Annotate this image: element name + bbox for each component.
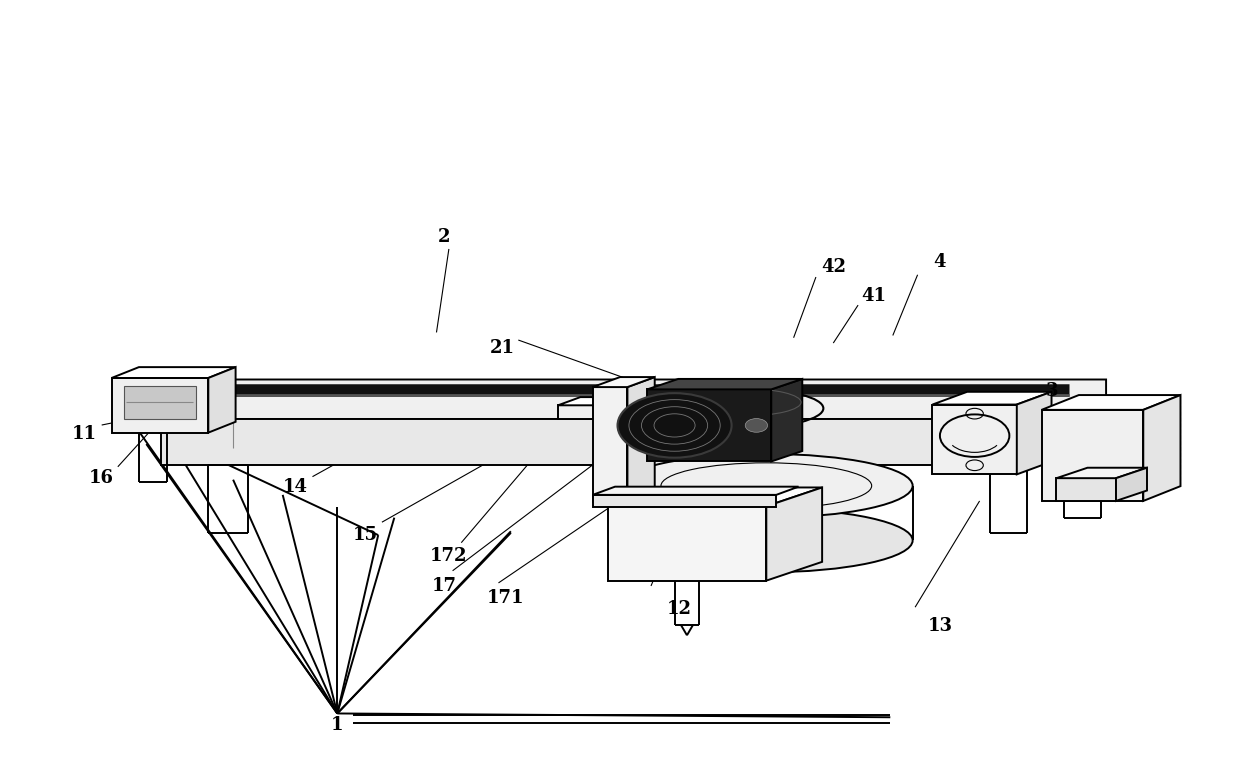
Polygon shape [1143, 395, 1180, 501]
Polygon shape [1056, 478, 1116, 501]
Text: 14: 14 [283, 478, 308, 496]
Polygon shape [593, 495, 776, 507]
Polygon shape [593, 377, 655, 387]
Polygon shape [766, 487, 822, 581]
Text: 16: 16 [89, 469, 114, 487]
Text: 171: 171 [487, 589, 525, 607]
Text: 11: 11 [72, 425, 97, 443]
Polygon shape [593, 487, 799, 495]
Text: 42: 42 [821, 258, 846, 276]
Polygon shape [932, 405, 1017, 474]
Polygon shape [1116, 468, 1147, 501]
Text: 41: 41 [862, 287, 887, 305]
Text: 3: 3 [1045, 382, 1058, 400]
Polygon shape [627, 377, 655, 502]
Circle shape [745, 418, 768, 432]
Polygon shape [608, 506, 766, 581]
Polygon shape [558, 405, 688, 419]
Polygon shape [161, 419, 1064, 465]
Polygon shape [1056, 468, 1147, 478]
Text: 172: 172 [430, 546, 467, 565]
Polygon shape [1017, 392, 1052, 474]
Polygon shape [688, 397, 711, 419]
Polygon shape [161, 380, 1106, 419]
Polygon shape [1042, 395, 1180, 410]
Ellipse shape [620, 454, 913, 518]
Polygon shape [1042, 410, 1143, 501]
Polygon shape [208, 367, 236, 433]
Text: 21: 21 [490, 339, 515, 357]
Text: 2: 2 [438, 228, 450, 246]
Text: 12: 12 [667, 600, 692, 618]
Ellipse shape [618, 393, 732, 458]
Polygon shape [112, 378, 208, 433]
Polygon shape [1064, 404, 1106, 465]
Text: 1: 1 [331, 716, 343, 734]
Polygon shape [558, 397, 711, 405]
Text: 17: 17 [432, 577, 456, 595]
Polygon shape [124, 386, 196, 419]
Text: 15: 15 [353, 526, 378, 544]
Text: 4: 4 [934, 253, 946, 271]
Polygon shape [647, 389, 771, 461]
Text: 13: 13 [928, 617, 952, 635]
Polygon shape [112, 367, 236, 378]
Polygon shape [932, 392, 1052, 405]
Polygon shape [647, 379, 802, 389]
Polygon shape [771, 379, 802, 461]
Polygon shape [593, 387, 627, 502]
Polygon shape [608, 487, 822, 506]
Ellipse shape [620, 509, 913, 572]
